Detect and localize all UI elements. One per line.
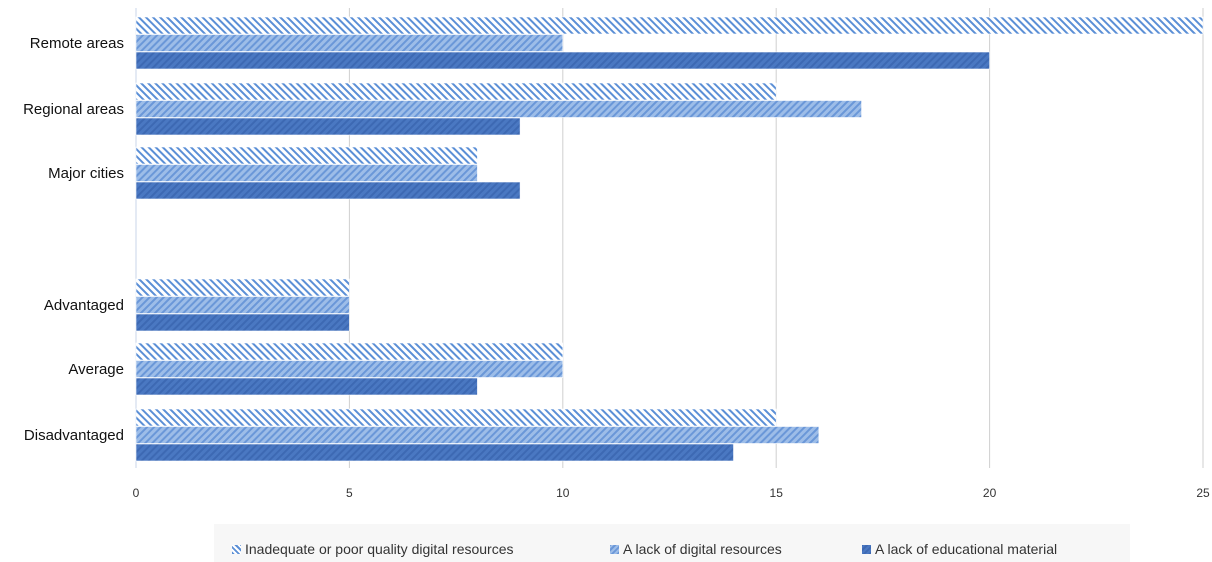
bar-chart: Remote areas Regional areas Major cities Ad… (23, 8, 1210, 500)
bar (135, 164, 478, 182)
gridlines (135, 8, 1204, 468)
category-label: Average (68, 361, 124, 378)
legend-swatch (862, 544, 871, 554)
category-labels: Remote areas Regional areas Major cities Ad… (23, 35, 124, 444)
bar (135, 16, 1204, 35)
legend: Inadequate or poor quality digital resou… (214, 524, 1130, 562)
bar (135, 181, 521, 200)
x-tick-label: 20 (983, 486, 997, 500)
legend-label: A lack of digital resources (623, 541, 782, 557)
bar (135, 100, 862, 118)
category-label: Major cities (48, 165, 124, 182)
bar (135, 443, 734, 462)
x-tick-label: 25 (1196, 486, 1210, 500)
bar (135, 313, 350, 332)
legend-swatch (232, 544, 241, 554)
category-label: Disadvantaged (24, 427, 124, 444)
bar (135, 34, 564, 52)
x-tick-label: 0 (133, 486, 140, 500)
category-label: Regional areas (23, 101, 124, 118)
legend-item-series-2: A lack of digital resources (610, 541, 782, 557)
legend-swatch (610, 544, 619, 554)
bar (135, 426, 820, 444)
bar (135, 408, 777, 427)
x-tick-label: 5 (346, 486, 353, 500)
bar (135, 360, 564, 378)
legend-label: Inadequate or poor quality digital resou… (245, 541, 514, 557)
x-tick-label: 15 (770, 486, 784, 500)
legend-item-series-3: A lack of educational material (862, 541, 1057, 557)
bar (135, 278, 350, 297)
category-label: Remote areas (30, 35, 124, 52)
category-label: Advantaged (44, 297, 124, 314)
bar (135, 377, 478, 396)
bar (135, 117, 521, 136)
bar (135, 296, 350, 314)
bar (135, 82, 777, 101)
bar (135, 146, 478, 165)
legend-label: A lack of educational material (875, 541, 1058, 557)
bars (135, 16, 1204, 462)
bar (135, 342, 564, 361)
x-axis-ticks: 0 5 10 15 20 25 (133, 486, 1210, 500)
x-tick-label: 10 (556, 486, 570, 500)
legend-item-series-1: Inadequate or poor quality digital resou… (232, 541, 514, 557)
bar (135, 51, 990, 70)
